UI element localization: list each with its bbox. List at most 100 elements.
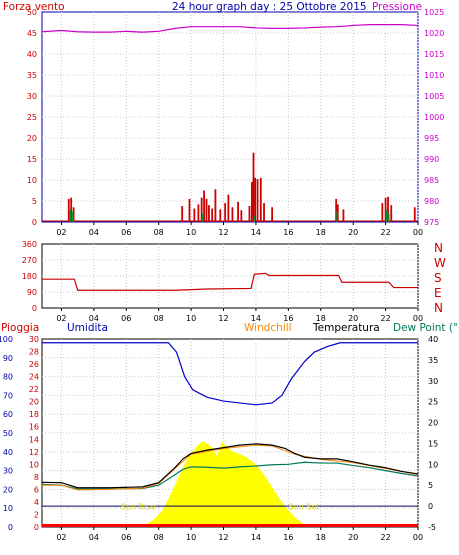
x-tick-label: 10 [186,228,196,237]
y-tick-label: 20 [29,398,39,407]
wind-bar [231,207,234,222]
y-tick-label: 4 [34,498,39,507]
humidity-temp-grid [42,339,419,527]
y-tick-label: 0 [32,218,37,227]
wind-bar [384,197,387,222]
x-tick-label: 06 [121,533,131,542]
y-tick-label: 995 [424,134,439,143]
pressure-y-ticks: 975 980 985 990 995 1000 1005 1010 1015 1020 1025 [424,8,444,227]
y-tick-label: 45 [27,29,37,38]
y-tick-label: 40 [3,448,13,457]
wind-bars [42,152,418,222]
y-tick-label: 975 [424,218,439,227]
x-tick-label: 04 [89,228,99,237]
wind-bar [342,209,345,222]
y-tick-label: 15 [27,155,37,164]
y-tick-label: 30 [3,467,13,476]
compass-label: N [434,241,443,255]
y-tick-label: 8 [34,473,39,482]
y-tick-label: 0 [428,502,433,511]
compass-label: N [434,301,443,315]
x-tick-label: 10 [186,314,196,323]
gust-bar [69,209,72,222]
y-tick-label: 18 [29,410,39,419]
wind-bar [67,198,70,222]
pressure-line [41,24,419,33]
y-tick-label: 35 [428,356,438,365]
y-tick-label: 14 [29,435,39,444]
y-tick-label: 90 [3,354,13,363]
x-tick-label: 14 [251,314,261,323]
y-tick-label: 10 [27,176,37,185]
wind-bar [200,197,203,222]
rain-baseline [42,524,418,527]
x-tick-label: 20 [348,533,358,542]
y-tick-label: -5 [428,523,436,532]
x-tick-label: 06 [121,228,131,237]
x-tick-label: 08 [154,533,164,542]
humidity-line [42,342,418,406]
windchill-legend: Windchill [244,322,292,334]
y-tick-label: 60 [3,410,13,419]
windchill-line [42,444,419,491]
wind-bar [381,203,384,222]
x-tick-label: 22 [380,314,390,323]
y-tick-label: 30 [27,92,37,101]
x-tick-label: 16 [283,533,293,542]
y-tick-label: 30 [428,377,438,386]
x-tick-label: 00 [413,533,423,542]
sun-rise-label: Sun Rise [121,502,156,511]
y-tick-label: 10 [29,460,39,469]
temperature-legend: Temperatura [312,322,380,334]
y-tick-label: 22 [29,385,39,394]
wind-bar [248,206,251,222]
y-tick-label: 24 [29,373,39,382]
y-tick-label: 1010 [424,71,444,80]
wind-bar [263,203,265,222]
y-tick-label: 0 [32,304,37,313]
wind-bar [203,190,205,222]
y-tick-label: 25 [428,398,438,407]
wind-bar [271,207,274,222]
y-tick-label: 1020 [424,29,444,38]
y-tick-label: 15 [428,439,438,448]
wind-bar [252,152,255,222]
sun-radiation-area [140,441,310,527]
y-tick-label: 5 [32,197,37,206]
wind-bar [237,201,240,222]
y-tick-label: 1025 [424,8,444,17]
dewpoint-legend: Dew Point (°C [393,322,459,334]
y-tick-label: 1000 [424,113,444,122]
gust-bar [385,209,388,222]
y-tick-label: 5 [428,481,433,490]
wind-bar [205,198,208,222]
y-tick-label: 0 [8,523,13,532]
x-tick-label: 18 [316,533,326,542]
wind-pressure-grid [42,12,419,222]
x-tick-label: 14 [251,228,261,237]
x-tick-label: 22 [380,228,390,237]
x-tick-label: 16 [283,228,293,237]
y-tick-label: 20 [27,134,37,143]
x-tick-label: 02 [56,228,66,237]
wind-bar [208,205,210,222]
y-tick-label: 25 [27,113,37,122]
wind-bar [227,194,230,222]
pressure-axis-label: Pressione [372,1,422,13]
wind-y-ticks: 0 5 10 15 20 25 30 35 40 45 50 [27,8,37,227]
x-tick-label: 12 [218,533,228,542]
y-tick-label: 10 [3,504,13,513]
wind-bar [193,208,196,222]
temperature-y-ticks: -5 0 5 10 15 20 25 30 35 40 [428,335,438,532]
x-tick-label: 16 [283,314,293,323]
wind-bar [390,205,393,222]
wind-bar [387,196,389,222]
humidity-y-ticks: 0 10 20 30 40 50 60 70 80 90 100 [0,335,13,532]
x-tick-label: 22 [380,533,390,542]
wind-bar [72,207,75,222]
wind-bar [224,203,227,222]
x-tick-label: 12 [218,314,228,323]
y-tick-label: 30 [29,335,39,344]
